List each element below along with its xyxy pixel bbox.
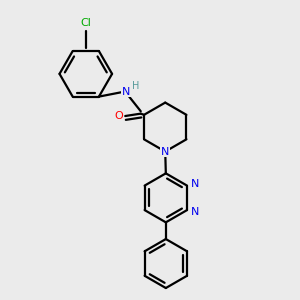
Text: Cl: Cl	[80, 18, 91, 28]
Text: O: O	[114, 111, 123, 121]
Text: H: H	[132, 81, 140, 91]
Text: N: N	[191, 179, 200, 189]
Text: N: N	[161, 147, 170, 157]
Text: N: N	[122, 86, 130, 97]
Text: N: N	[191, 207, 200, 217]
